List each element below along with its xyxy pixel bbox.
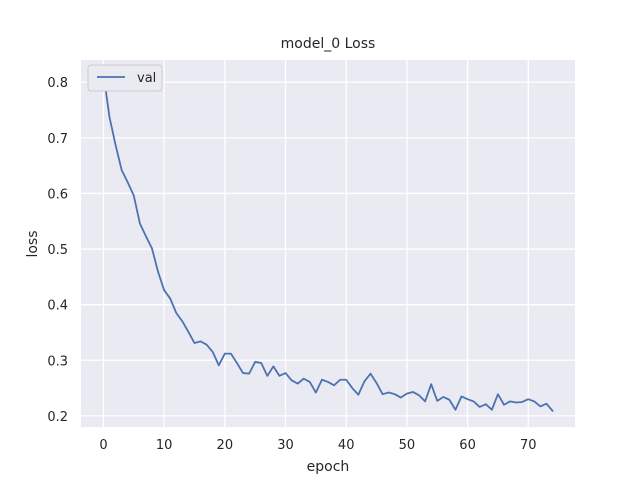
x-tick-label: 10: [156, 438, 173, 453]
y-gridlines: [81, 81, 575, 417]
legend: val: [87, 64, 163, 92]
y-tick-label: 0.7: [47, 132, 68, 147]
y-tick-label: 0.6: [47, 187, 68, 202]
y-tick-label: 0.3: [47, 354, 68, 369]
y-tick-label: 0.5: [47, 243, 68, 258]
y-tick-label: 0.8: [47, 76, 68, 91]
y-axis-label: loss: [25, 230, 41, 257]
x-tick-label: 50: [399, 438, 416, 453]
plot-area: [81, 60, 575, 427]
x-tick-label: 40: [338, 438, 355, 453]
y-tick-labels: 0.2 0.3 0.4 0.5 0.6 0.7 0.8: [47, 76, 68, 425]
y-tick-label: 0.4: [47, 299, 68, 314]
legend-box: [87, 64, 163, 92]
x-tick-labels: 0 10 20 30 40 50 60 70: [99, 438, 536, 453]
x-tick-label: 70: [520, 438, 537, 453]
x-gridlines: [102, 60, 529, 427]
x-axis-label: epoch: [307, 459, 350, 475]
y-tick-label: 0.2: [47, 410, 68, 425]
x-tick-label: 0: [99, 438, 107, 453]
chart-title: model_0 Loss: [281, 36, 376, 52]
series-layer: [102, 73, 554, 412]
legend-label-val: val: [137, 71, 156, 86]
x-tick-label: 20: [217, 438, 234, 453]
series-line-val: [102, 73, 554, 412]
x-tick-label: 30: [277, 438, 294, 453]
x-tick-label: 60: [459, 438, 476, 453]
